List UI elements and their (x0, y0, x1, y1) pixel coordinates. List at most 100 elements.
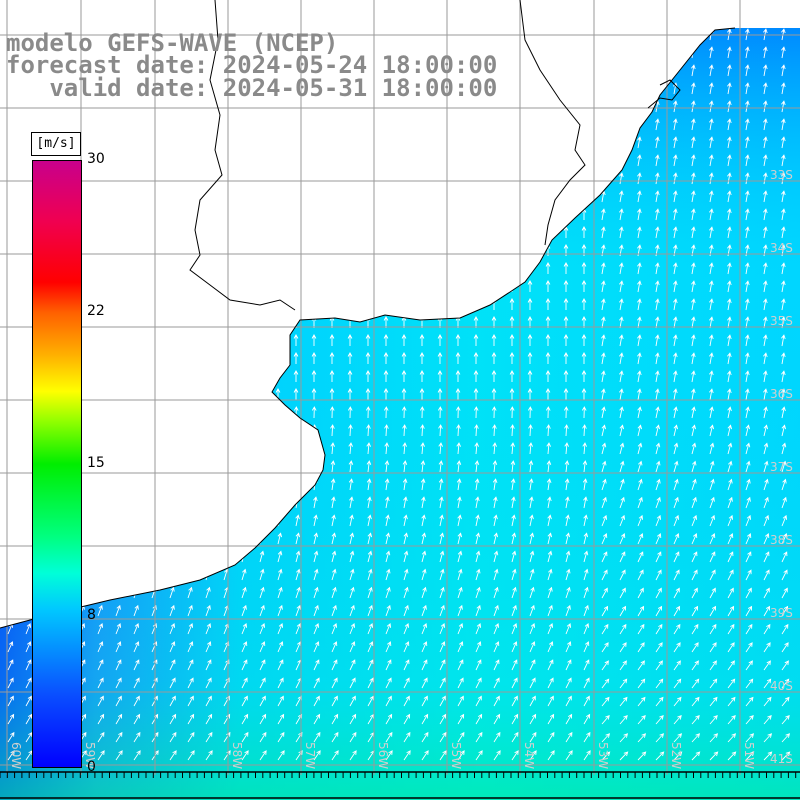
wind-arrow (349, 550, 355, 563)
wind-arrow (403, 568, 409, 581)
wind-arrow (563, 280, 569, 292)
wind-arrow (457, 550, 463, 563)
wind-arrow (655, 569, 662, 581)
wind-arrow (491, 388, 497, 400)
wind-arrow (115, 750, 123, 761)
colorbar-tick-label: 8 (87, 607, 96, 623)
wind-arrow (329, 370, 335, 382)
wind-arrow (366, 424, 371, 437)
wind-arrow (401, 334, 407, 346)
wind-arrow (169, 695, 176, 707)
wind-arrow (691, 551, 698, 563)
wind-arrow (439, 750, 447, 761)
wind-arrow (385, 550, 391, 563)
wind-arrow (619, 496, 625, 509)
wind-arrow (583, 604, 589, 617)
wind-arrow (655, 136, 660, 149)
wind-arrow (601, 226, 606, 239)
wind-arrow (709, 154, 714, 167)
wind-arrow (745, 136, 750, 149)
wind-arrow (709, 660, 717, 671)
wind-arrow (691, 262, 696, 275)
wind-arrow (781, 551, 788, 563)
wind-arrow (619, 678, 628, 689)
wind-arrow (673, 190, 678, 203)
wind-arrow (709, 316, 714, 329)
wind-arrow (385, 731, 393, 743)
wind-arrow (745, 172, 750, 185)
wind-arrow (293, 352, 299, 364)
wind-arrow (727, 696, 736, 707)
wind-arrow (331, 496, 336, 509)
wind-arrow (781, 569, 788, 581)
wind-arrow (277, 695, 284, 707)
wind-arrow (619, 605, 627, 617)
wind-arrow (709, 569, 716, 581)
wind-arrow (601, 388, 606, 401)
wind-arrow (277, 586, 283, 599)
wind-arrow (745, 751, 755, 761)
wind-arrow (493, 731, 501, 743)
wind-arrow (673, 551, 680, 563)
wind-arrow (673, 460, 679, 473)
wind-arrow (349, 496, 354, 509)
wind-arrow (763, 696, 772, 707)
wind-arrow (564, 442, 569, 455)
wind-arrow (509, 334, 515, 346)
wind-arrow (295, 532, 301, 545)
wind-arrow (581, 316, 587, 328)
wind-arrow (223, 713, 231, 725)
wind-arrow (637, 660, 645, 671)
wind-arrow (691, 64, 696, 77)
wind-arrow (673, 406, 678, 419)
wind-arrow (349, 532, 355, 545)
wind-arrow (691, 208, 696, 221)
wind-arrow (781, 751, 791, 761)
wind-arrow (277, 532, 283, 545)
wind-arrow (529, 622, 536, 635)
wind-arrow (491, 334, 497, 346)
wind-arrow (241, 750, 249, 761)
wind-arrow (547, 550, 553, 563)
wind-arrow (365, 406, 371, 419)
wind-arrow (510, 424, 515, 437)
wind-arrow (457, 695, 464, 707)
wind-arrow (583, 586, 589, 599)
wind-arrow (601, 496, 607, 509)
wind-arrow (473, 316, 479, 328)
wind-arrow (7, 695, 14, 707)
wind-arrow (295, 550, 301, 563)
wind-arrow (547, 586, 553, 599)
wind-arrow (529, 550, 535, 563)
wind-arrow (545, 370, 551, 382)
wind-arrow (349, 677, 356, 689)
wind-arrow (655, 551, 662, 563)
wind-arrow (439, 514, 444, 527)
wind-arrow (187, 641, 194, 653)
wind-arrow (583, 731, 591, 743)
wind-arrow (403, 550, 409, 563)
wind-arrow (563, 352, 569, 364)
wind-arrow (565, 731, 573, 743)
wind-arrow (385, 496, 390, 509)
wind-arrow (457, 750, 465, 761)
wind-arrow (745, 82, 750, 95)
wind-arrow (727, 424, 733, 437)
valid-date: valid date: 2024-05-31 18:00:00 (6, 74, 498, 102)
wind-arrow (527, 406, 533, 419)
wind-arrow (709, 714, 718, 725)
wind-arrow (673, 172, 678, 185)
wind-arrow (563, 298, 569, 310)
wind-arrow (511, 586, 517, 599)
wind-arrow (511, 713, 519, 725)
wind-arrow (259, 750, 267, 761)
wind-arrow (763, 100, 768, 113)
wind-arrow (259, 604, 265, 617)
wind-arrow (691, 478, 697, 491)
wind-arrow (763, 172, 768, 185)
wind-arrow (637, 533, 644, 545)
wind-arrow (781, 514, 788, 527)
wind-arrow (691, 533, 698, 545)
wind-arrow (745, 406, 750, 419)
lat-label: 36S (770, 387, 793, 401)
